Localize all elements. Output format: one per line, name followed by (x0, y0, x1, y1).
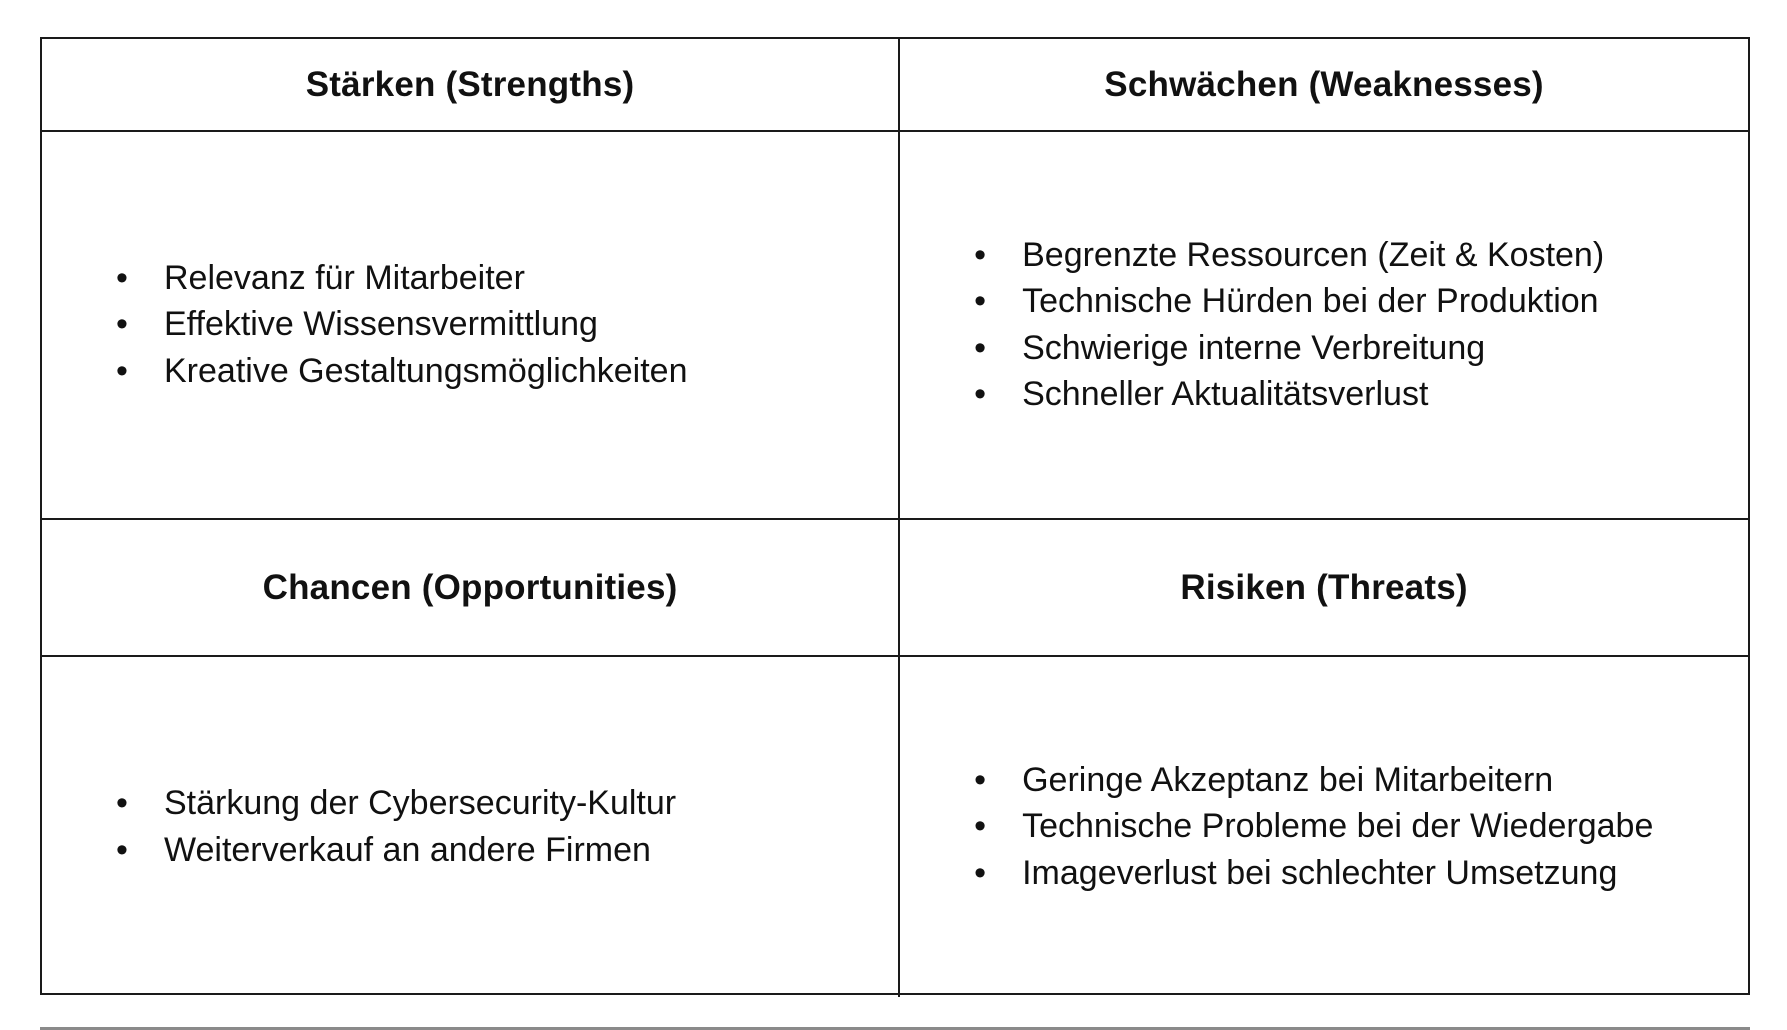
risks-bullet-list: Geringe Akzeptanz bei MitarbeiternTechni… (972, 757, 1728, 897)
strengths-header-cell: Stärken (Strengths) (42, 39, 901, 132)
bullet-item: Weiterverkauf an andere Firmen (114, 828, 878, 873)
bullet-item: Effektive Wissensvermittlung (114, 302, 878, 347)
opportunities-bullet-list: Stärkung der Cybersecurity-KulturWeiterv… (114, 780, 878, 873)
swot-table: Stärken (Strengths) Schwächen (Weaknesse… (40, 37, 1750, 997)
weaknesses-header-cell: Schwächen (Weaknesses) (900, 39, 1748, 132)
opportunities-header-cell: Chancen (Opportunities) (42, 520, 901, 657)
weaknesses-header-label: Schwächen (Weaknesses) (1104, 64, 1544, 104)
bullet-item: Begrenzte Ressourcen (Zeit & Kosten) (972, 233, 1728, 278)
bullet-item: Geringe Akzeptanz bei Mitarbeitern (972, 758, 1728, 803)
strengths-header-label: Stärken (Strengths) (305, 64, 635, 104)
weaknesses-bullet-list: Begrenzte Ressourcen (Zeit & Kosten)Tech… (972, 232, 1728, 418)
bullet-item: Technische Hürden bei der Produktion (972, 279, 1728, 324)
bullet-item: Kreative Gestaltungsmöglichkeiten (114, 349, 878, 394)
bullet-item: Schwierige interne Verbreitung (972, 326, 1728, 371)
bullet-item: Schneller Aktualitätsverlust (972, 372, 1728, 417)
strengths-bullet-list: Relevanz für MitarbeiterEffektive Wissen… (114, 255, 878, 395)
page-edge-divider (40, 1027, 1750, 1030)
weaknesses-content-cell: Begrenzte Ressourcen (Zeit & Kosten)Tech… (900, 132, 1748, 520)
bullet-item: Stärkung der Cybersecurity-Kultur (114, 781, 878, 826)
bullet-item: Technische Probleme bei der Wiedergabe (972, 804, 1728, 849)
bullet-item: Imageverlust bei schlechter Umsetzung (972, 851, 1728, 896)
risks-content-cell: Geringe Akzeptanz bei MitarbeiternTechni… (900, 657, 1748, 997)
strengths-content-cell: Relevanz für MitarbeiterEffektive Wissen… (42, 132, 901, 520)
risks-header-cell: Risiken (Threats) (900, 520, 1748, 657)
risks-header-label: Risiken (Threats) (1180, 567, 1468, 607)
bullet-item: Relevanz für Mitarbeiter (114, 256, 878, 301)
opportunities-header-label: Chancen (Opportunities) (262, 567, 678, 607)
opportunities-content-cell: Stärkung der Cybersecurity-KulturWeiterv… (42, 657, 901, 997)
